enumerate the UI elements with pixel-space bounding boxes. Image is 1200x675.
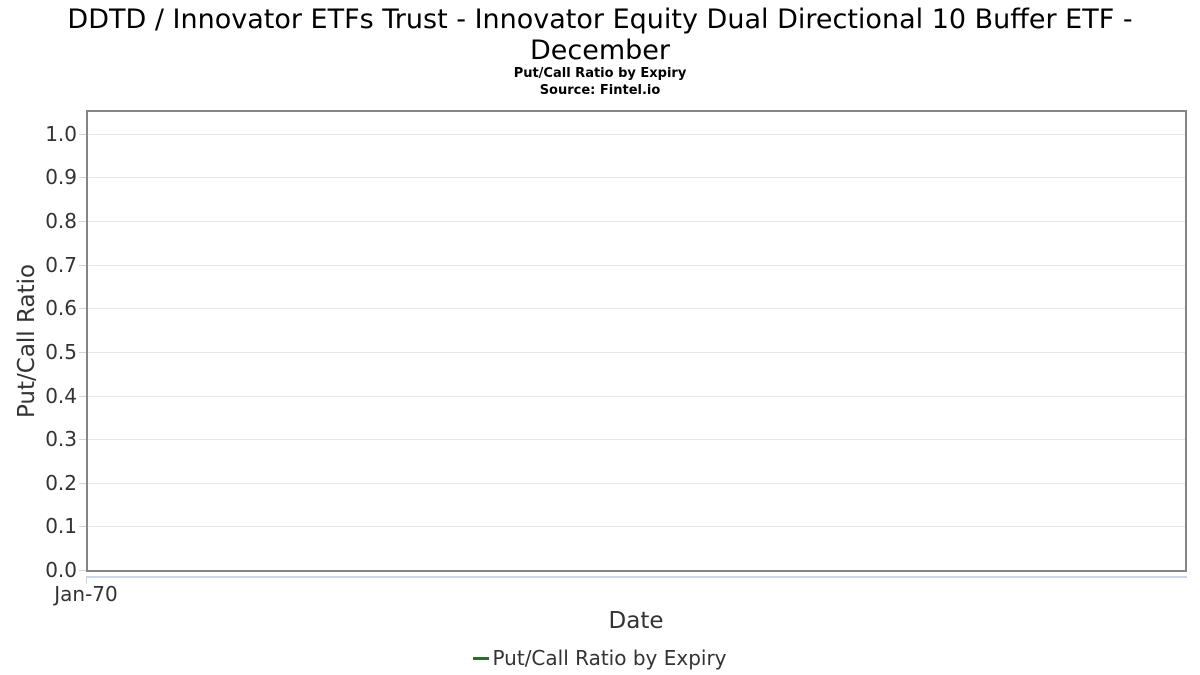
chart-source: Source: Fintel.io xyxy=(539,83,661,98)
x-axis-tick-mark xyxy=(86,578,87,584)
legend-label: Put/Call Ratio by Expiry xyxy=(492,646,727,670)
y-axis-tick-mark xyxy=(79,439,86,441)
chart-title-line-2: December xyxy=(529,35,670,66)
y-axis-tick-label: 0.2 xyxy=(45,470,77,495)
plot-area xyxy=(86,110,1187,572)
y-axis-tick-mark xyxy=(79,264,86,266)
gridline xyxy=(88,221,1185,223)
x-axis-title: Date xyxy=(608,608,664,634)
gridline xyxy=(88,395,1185,397)
y-axis-tick-label: 0.4 xyxy=(45,383,77,408)
chart-title: DDTD / Innovator ETFs Trust - Innovator … xyxy=(0,4,1200,66)
y-axis-tick-mark xyxy=(79,482,86,484)
gridline xyxy=(88,351,1185,353)
legend-line-marker xyxy=(473,656,490,660)
x-axis-line xyxy=(86,576,1187,578)
y-axis-tick-mark xyxy=(79,526,86,528)
gridline xyxy=(88,482,1185,484)
y-axis-tick-label: 0.9 xyxy=(45,165,77,190)
legend: Put/Call Ratio by Expiry xyxy=(0,646,1200,670)
y-axis-tick-label: 1.0 xyxy=(45,121,77,146)
gridline xyxy=(88,308,1185,310)
y-axis-tick-mark xyxy=(79,133,86,135)
gridline xyxy=(88,439,1185,441)
y-axis-tick-label: 0.3 xyxy=(45,427,77,452)
y-axis-tick-mark xyxy=(79,177,86,179)
y-axis-tick-label: 0.1 xyxy=(45,514,77,539)
y-axis-tick-mark xyxy=(79,395,86,397)
y-axis-tick-label: 0.0 xyxy=(45,558,77,582)
y-axis-tick-mark xyxy=(79,308,86,310)
y-axis-tick-label: 0.8 xyxy=(45,209,77,234)
y-axis-tick-label: 0.5 xyxy=(45,339,77,364)
y-axis-tick-label: 0.7 xyxy=(45,252,77,277)
y-axis-tick-mark xyxy=(79,351,86,353)
gridline xyxy=(88,526,1185,528)
x-axis-tick-label: Jan-70 xyxy=(54,582,118,606)
gridline xyxy=(88,264,1185,266)
y-axis-tick-mark xyxy=(79,221,86,223)
gridline xyxy=(88,133,1185,135)
chart-subtitle: Put/Call Ratio by Expiry xyxy=(513,66,687,81)
y-axis-tick-label: 0.6 xyxy=(45,296,77,321)
y-axis-tick-mark xyxy=(79,570,86,571)
gridline xyxy=(88,177,1185,179)
chart-title-line-1: DDTD / Innovator ETFs Trust - Innovator … xyxy=(67,4,1133,35)
